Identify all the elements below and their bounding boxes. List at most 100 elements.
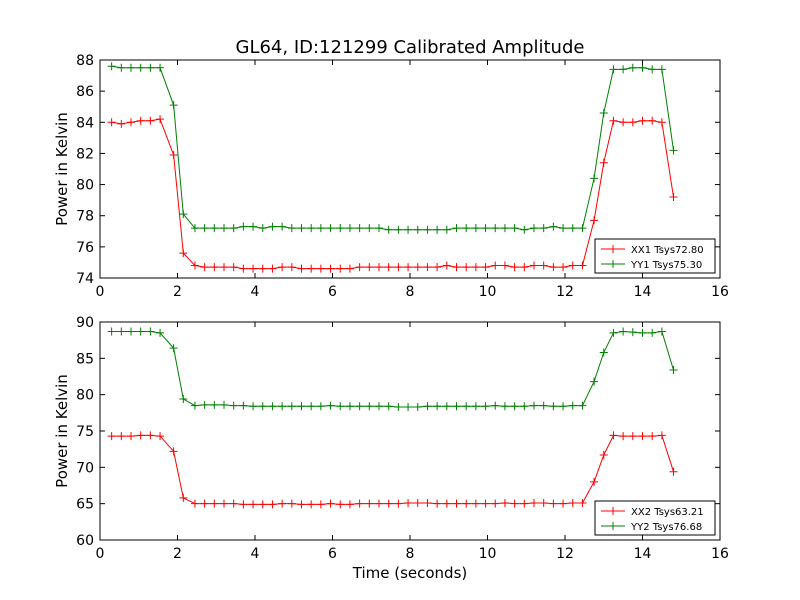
data-point: [258, 500, 267, 509]
legend-marker: [609, 260, 617, 268]
data-point: [384, 402, 393, 411]
data-point: [578, 498, 587, 507]
data-point: [590, 216, 599, 225]
y-tick-label: 74: [76, 271, 94, 287]
data-point: [549, 402, 558, 411]
data-point: [549, 222, 558, 231]
data-point: [268, 402, 277, 411]
data-point: [239, 500, 248, 509]
data-point: [442, 261, 451, 270]
data-point: [423, 225, 432, 234]
data-point: [336, 224, 345, 233]
data-point: [345, 500, 354, 509]
y-tick-label: 80: [76, 178, 94, 194]
x-tick-label: 2: [173, 284, 182, 300]
data-point: [190, 499, 199, 508]
data-point: [394, 263, 403, 272]
data-point: [355, 224, 364, 233]
data-point: [500, 402, 509, 411]
data-point: [210, 224, 219, 233]
y-tick-label: 70: [76, 460, 94, 476]
legend-entry: XX2 Tsys63.21: [631, 507, 704, 518]
bottom-plot: 0 2 4 6 8 10 12 14 16 60 65 70 75 80 85 90 Power in Kelv…: [53, 315, 729, 562]
data-point: [156, 328, 165, 337]
data-point: [500, 224, 509, 233]
data-point: [345, 402, 354, 411]
data-point: [316, 264, 325, 273]
x-tick-label: 2: [173, 546, 182, 562]
data-point: [249, 264, 258, 273]
data-point: [530, 498, 538, 507]
data-point: [179, 210, 188, 219]
data-point: [559, 402, 568, 411]
data-point: [146, 116, 155, 125]
data-point: [423, 263, 432, 272]
data-point: [413, 225, 422, 234]
data-point: [326, 264, 335, 273]
data-point: [404, 498, 413, 507]
data-point: [190, 401, 199, 410]
x-tick-label: 12: [556, 284, 574, 300]
x-tick-label: 0: [96, 284, 105, 300]
data-point: [599, 450, 608, 459]
data-point: [648, 432, 657, 441]
y-tick-label: 78: [76, 209, 94, 225]
data-point: [462, 263, 471, 272]
data-point: [619, 65, 628, 74]
data-point: [568, 224, 577, 233]
y-tick-label: 60: [76, 533, 94, 549]
data-point: [669, 365, 678, 374]
data-point: [648, 328, 657, 337]
data-point: [619, 118, 628, 127]
data-point: [316, 500, 325, 509]
x-tick-label: 16: [711, 546, 729, 562]
data-point: [258, 264, 267, 273]
data-point: [481, 402, 490, 411]
data-point: [365, 263, 374, 272]
data-point: [375, 499, 383, 508]
data-point: [384, 499, 393, 508]
data-point: [307, 264, 316, 273]
data-point: [413, 498, 422, 507]
data-point: [268, 222, 277, 231]
x-tick-label: 4: [251, 284, 260, 300]
data-point: [249, 402, 258, 411]
y-tick-label: 85: [76, 351, 94, 367]
data-point: [179, 249, 188, 258]
data-point: [156, 115, 165, 124]
x-tick-label: 10: [479, 546, 497, 562]
data-point: [278, 499, 287, 508]
data-point: [609, 328, 618, 337]
data-point: [539, 261, 548, 270]
data-point: [452, 499, 461, 508]
data-point: [413, 403, 422, 412]
data-point: [210, 263, 219, 272]
data-point: [220, 400, 228, 409]
x-tick-label: 0: [96, 546, 105, 562]
data-point: [462, 224, 471, 233]
data-point: [394, 403, 403, 412]
data-point: [297, 224, 306, 233]
data-point: [278, 222, 287, 231]
data-point: [638, 63, 647, 72]
data-point: [530, 224, 538, 233]
data-point: [239, 222, 248, 231]
data-point: [609, 431, 618, 440]
data-point: [609, 65, 618, 74]
data-point: [510, 499, 519, 508]
data-point: [481, 263, 490, 272]
data-point: [530, 401, 538, 410]
data-point: [336, 264, 345, 273]
data-point: [249, 222, 258, 231]
data-point: [384, 263, 393, 272]
data-point: [619, 327, 628, 336]
data-point: [355, 402, 364, 411]
data-point: [326, 224, 335, 233]
data-point: [156, 63, 165, 72]
data-point: [648, 65, 657, 74]
chart-title: GL64, ID:121299 Calibrated Amplitude: [236, 37, 585, 58]
data-point: [307, 402, 316, 411]
y-tick-label: 84: [76, 115, 94, 131]
legend-marker: [609, 245, 617, 253]
